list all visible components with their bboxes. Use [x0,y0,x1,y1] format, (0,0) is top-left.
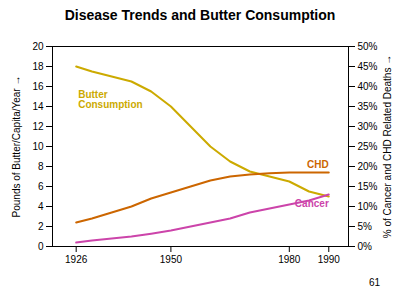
svg-text:1926: 1926 [65,254,88,265]
svg-text:CHD: CHD [307,159,329,170]
html-text:Disease Trends and Butter Cons: Disease Trends and Butter Consumption [64,7,336,23]
svg-text:45%: 45% [358,61,378,72]
svg-text:6: 6 [38,181,44,192]
svg-text:10%: 10% [358,201,378,212]
html-text:61: 61 [368,277,380,288]
svg-text:15%: 15% [358,181,378,192]
svg-text:25%: 25% [358,141,378,152]
svg-text:4: 4 [38,201,44,212]
svg-text:1980: 1980 [278,254,301,265]
svg-text:10: 10 [32,141,44,152]
svg-text:16: 16 [32,81,44,92]
svg-text:8: 8 [38,161,44,172]
svg-text:2: 2 [38,221,44,232]
svg-text:1950: 1950 [160,254,183,265]
svg-text:1990: 1990 [318,254,341,265]
svg-text:50%: 50% [358,41,378,52]
svg-text:0%: 0% [358,241,373,252]
svg-text:14: 14 [32,101,44,112]
svg-text:ButterConsumption: ButterConsumption [78,89,142,110]
svg-text:0: 0 [38,241,44,252]
svg-text:30%: 30% [358,121,378,132]
svg-text:20: 20 [32,41,44,52]
svg-text:20%: 20% [358,161,378,172]
svg-text:Cancer: Cancer [295,198,329,209]
svg-text:5%: 5% [358,221,373,232]
svg-text:18: 18 [32,61,44,72]
svg-text:Pounds of Butter/Capita/Year →: Pounds of Butter/Capita/Year → [11,76,22,218]
svg-text:12: 12 [32,121,44,132]
svg-text:% of Cancer and CHD Related De: % of Cancer and CHD Related Deaths → [382,55,393,238]
svg-text:35%: 35% [358,101,378,112]
svg-text:40%: 40% [358,81,378,92]
